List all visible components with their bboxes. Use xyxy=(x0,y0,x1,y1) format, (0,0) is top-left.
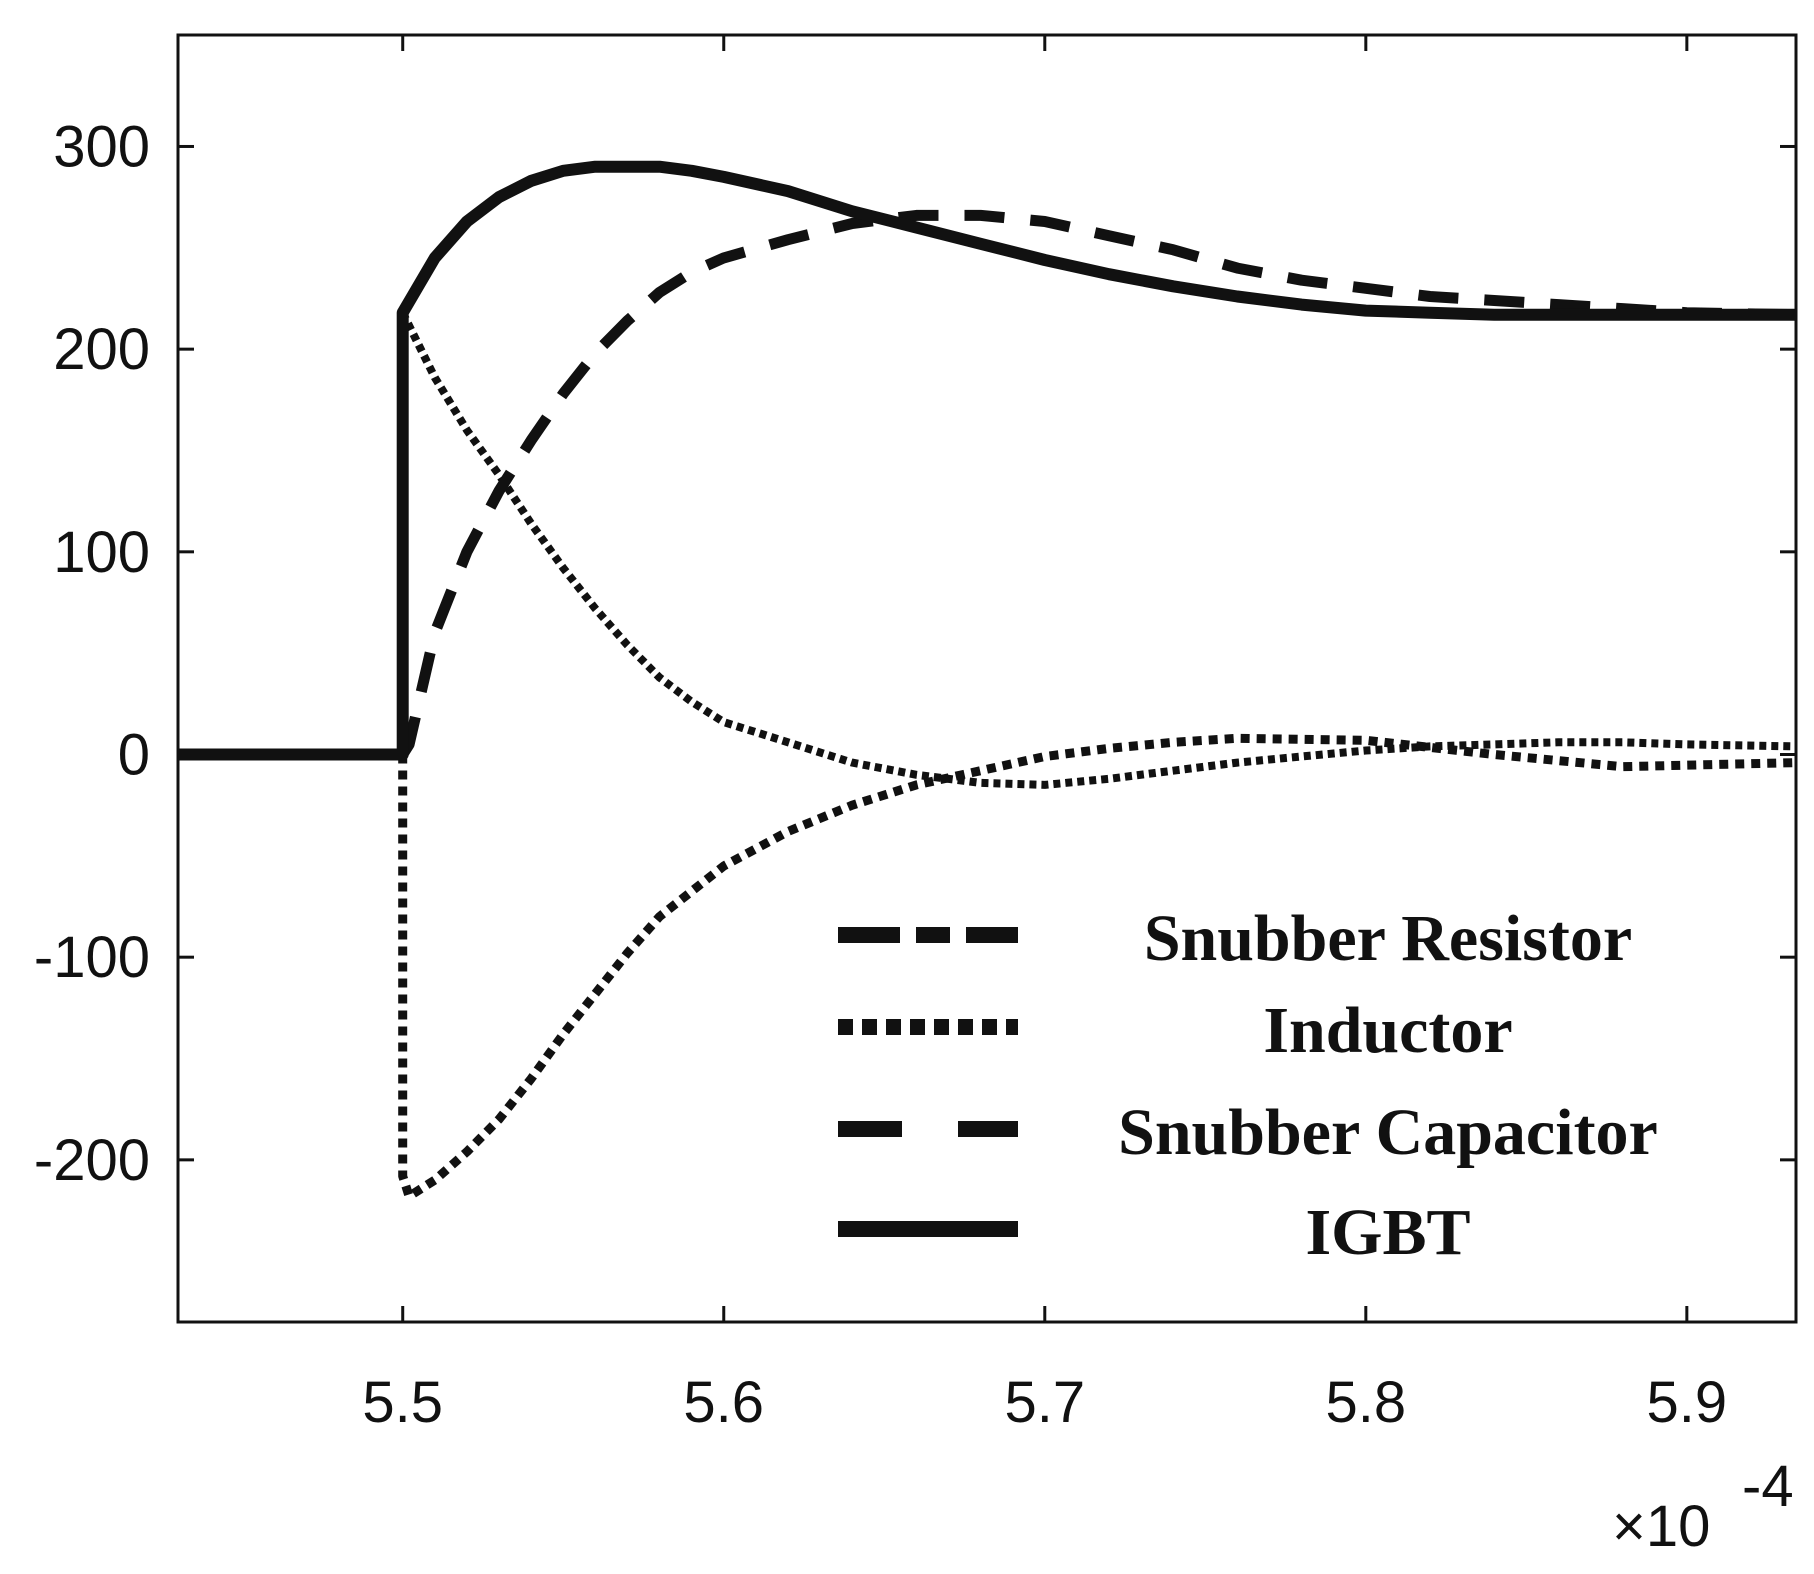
y-tick-label: 300 xyxy=(53,114,150,179)
tick-layer: 5.5 5.6 5.7 5.8 5.9 300 200 100 0 -100 -200 xyxy=(34,35,1796,1435)
legend-label: Snubber Capacitor xyxy=(1118,1096,1658,1169)
series-line-snubber-resistor xyxy=(399,310,1797,789)
legend-label: IGBT xyxy=(1305,1196,1470,1269)
series-line-igbt xyxy=(178,160,1796,761)
y-tick-label: -200 xyxy=(34,1128,150,1193)
x-tick-label: 5.9 xyxy=(1647,1370,1728,1435)
x-tick-label: 5.6 xyxy=(683,1370,764,1435)
x-tick-label: 5.8 xyxy=(1325,1370,1406,1435)
legend-label: Inductor xyxy=(1263,994,1512,1067)
y-tick-label: 100 xyxy=(53,520,150,585)
plot-frame xyxy=(176,33,1798,1324)
legend: Snubber Resistor Inductor Snubber Capacito… xyxy=(838,902,1658,1269)
series-layer xyxy=(178,160,1797,1201)
x-tick-label: 5.7 xyxy=(1004,1370,1085,1435)
y-tick-label: 0 xyxy=(118,723,150,788)
x-multiplier-exponent: -4 xyxy=(1742,1454,1794,1519)
x-tick-label: 5.5 xyxy=(362,1370,443,1435)
y-tick-label: -100 xyxy=(34,925,150,990)
x-multiplier-label: ×10 xyxy=(1612,1494,1710,1559)
y-tick-label: 200 xyxy=(53,317,150,382)
legend-label: Snubber Resistor xyxy=(1144,902,1632,975)
series-line-inductor xyxy=(398,733,1797,1201)
